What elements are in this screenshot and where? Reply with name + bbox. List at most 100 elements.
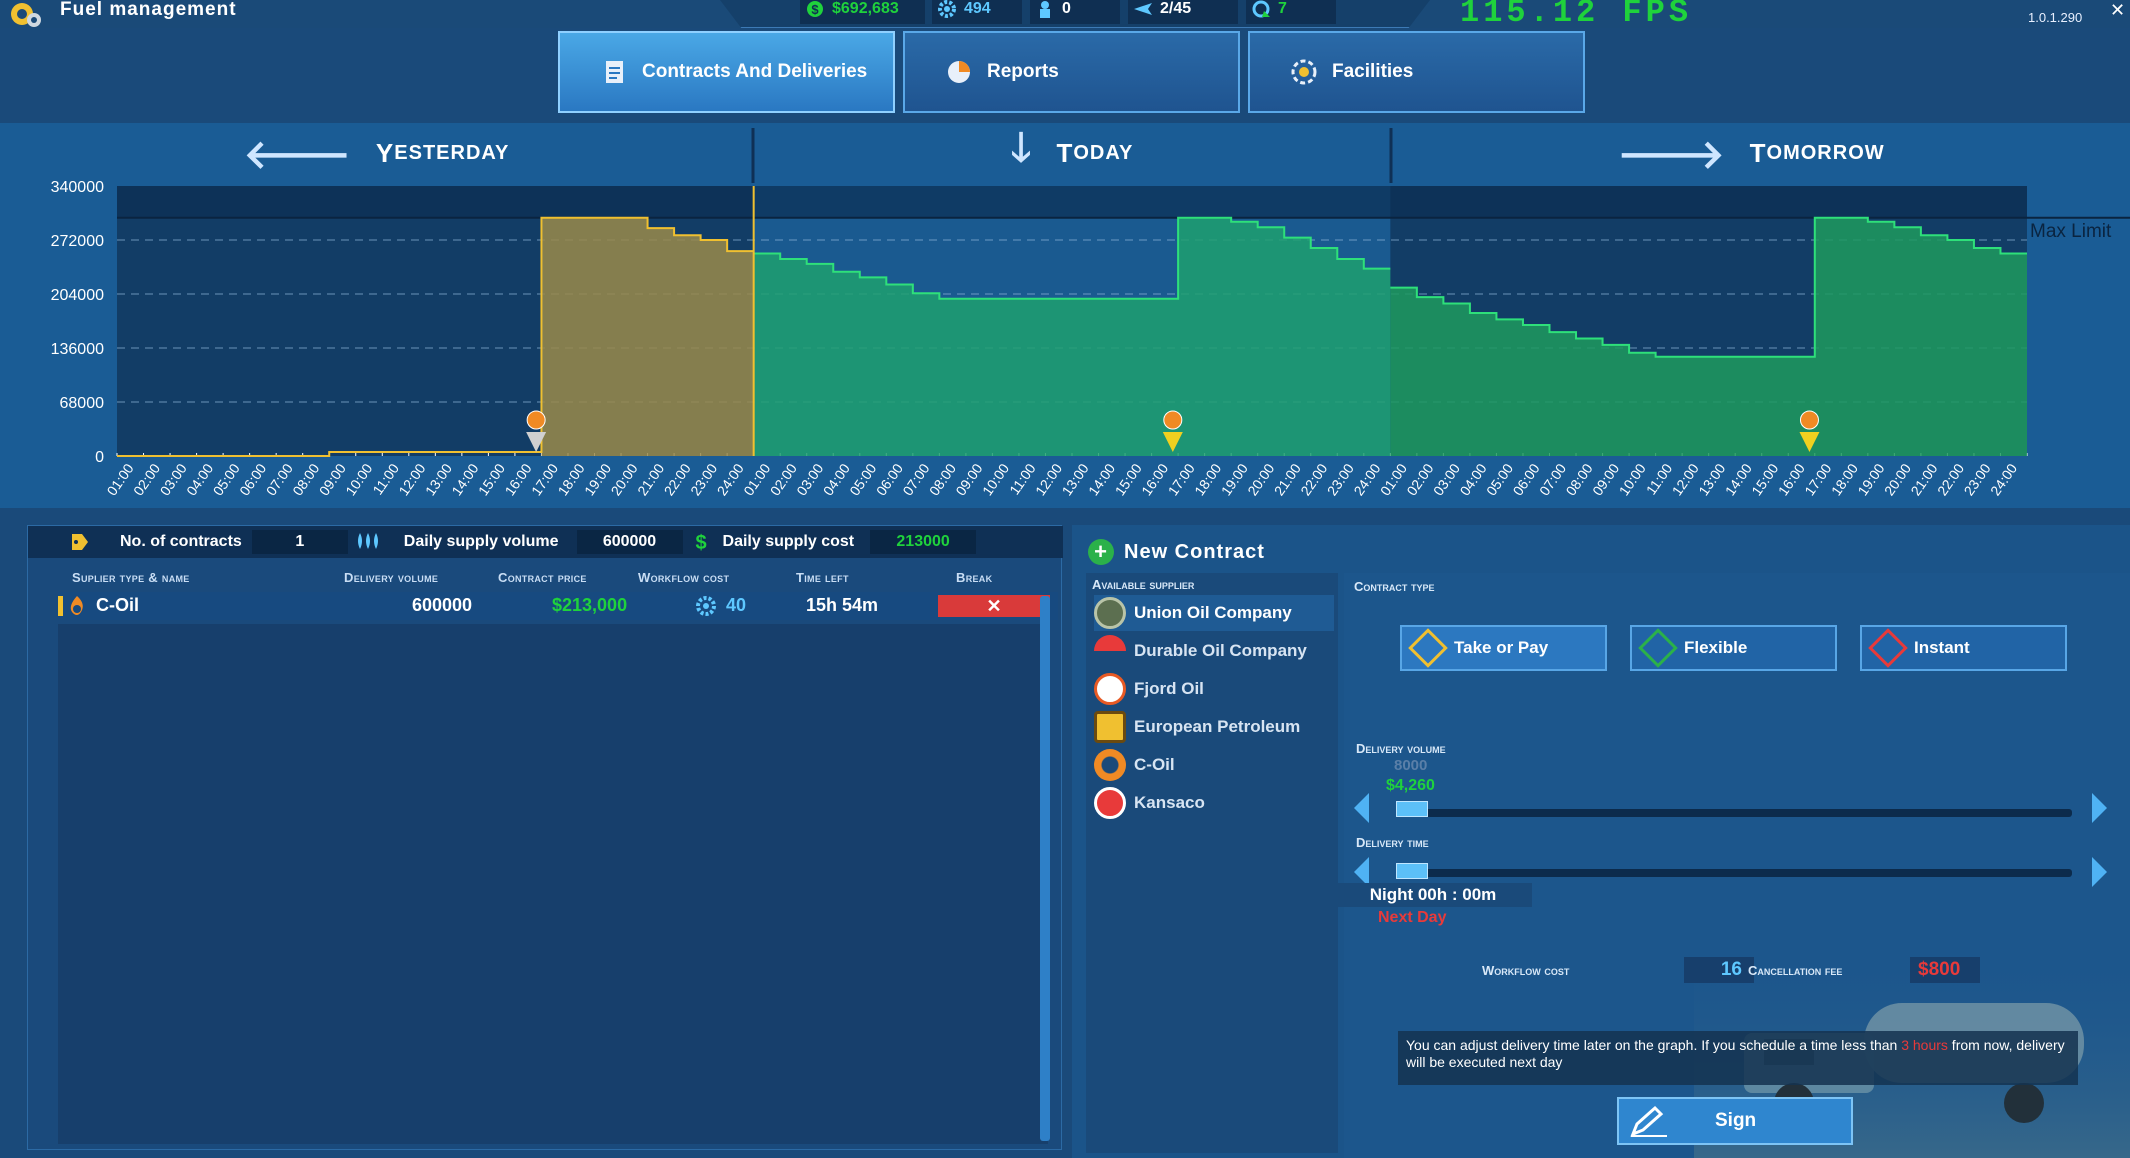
time-decrease-arrow[interactable] (1354, 857, 1369, 887)
day-rest: OMORROW (1766, 141, 1885, 164)
day-header-yesterday[interactable]: 🡐 Y ESTERDAY (0, 123, 753, 183)
day-header-tomorrow[interactable]: 🡒 T OMORROW (1391, 123, 2111, 183)
contract-type-take-or-pay[interactable]: Take or Pay (1400, 625, 1607, 671)
col-header-price[interactable]: Contract price (498, 570, 587, 585)
delivery-day-value: Next Day (1378, 909, 1447, 926)
col-header-time[interactable]: Time left (796, 570, 849, 585)
volume-slider-track[interactable] (1396, 809, 2072, 817)
x-tick-label: 04:00 (1456, 460, 1489, 498)
x-tick-label: 01:00 (740, 460, 773, 498)
x-tick-label: 12:00 (395, 460, 428, 498)
series-line-today (753, 216, 1391, 300)
x-tick-label: 09:00 (316, 460, 349, 498)
row-supplier-name: C-Oil (96, 595, 139, 615)
supplier-union-oil[interactable]: Union Oil Company (1094, 595, 1334, 631)
delivery-volume-label: Delivery volume (1356, 741, 1446, 756)
x-tick-label: 08:00 (289, 460, 322, 498)
contracts-count-label: No. of contracts (120, 533, 242, 550)
x-tick-label: 05:00 (846, 460, 879, 498)
volume-increase-arrow[interactable] (2092, 793, 2107, 823)
x-tick-label: 21:00 (634, 460, 667, 498)
staff-resource[interactable]: 0 (1030, 0, 1120, 24)
col-header-supplier[interactable]: Suplier type & name (72, 570, 190, 585)
chart-canvas[interactable]: Max Limit3400002720002040001360006800000… (0, 123, 2130, 508)
workflow-cost-label: Workflow cost (1482, 963, 1570, 978)
col-header-volume[interactable]: Delivery volume (344, 570, 439, 585)
x-tick-label: 03:00 (157, 460, 190, 498)
x-tick-label: 14:00 (1085, 460, 1118, 498)
supplier-durable-oil[interactable]: Durable Oil Company (1094, 633, 1334, 669)
x-tick-label: 20:00 (1881, 460, 1914, 498)
x-tick-label: 06:00 (873, 460, 906, 498)
fuel-chart[interactable]: Max Limit 340000 272000 204000 136000 68000 0 0… (0, 123, 2130, 508)
supplier-fjord-oil[interactable]: Fjord Oil (1094, 671, 1334, 707)
volume-decrease-arrow[interactable] (1354, 793, 1369, 823)
take-or-pay-icon (1408, 628, 1448, 668)
scrollbar[interactable] (1040, 596, 1050, 1141)
x-tick-label: 22:00 (1934, 460, 1967, 498)
volume-slider-thumb[interactable] (1396, 801, 1428, 817)
max-limit-label: Max Limit (2030, 221, 2112, 242)
x-tick-label: 15:00 (1112, 460, 1145, 498)
contract-config: Contract type Take or Pay Flexible Insta… (1334, 573, 2130, 1158)
down-arrow-icon: 🡓 (1010, 126, 1033, 170)
summary-bar: No. of contracts 1 Daily supply volume 6… (28, 526, 1063, 558)
contract-type-label: Contract type (1354, 579, 1435, 594)
money-value: $692,683 (832, 0, 899, 17)
x-tick-label: 02:00 (130, 460, 163, 498)
day-header-today[interactable]: 🡓 T ODAY (753, 123, 1391, 183)
supplier-european-petroleum[interactable]: European Petroleum (1094, 709, 1334, 745)
sign-button[interactable]: Sign (1617, 1097, 1853, 1145)
col-header-break[interactable]: Break (956, 570, 993, 585)
contract-type-instant[interactable]: Instant (1860, 625, 2067, 671)
durable-oil-logo (1094, 635, 1126, 667)
time-slider-thumb[interactable] (1396, 863, 1428, 879)
y-tick-label: 204000 (51, 287, 104, 304)
supplier-section-label: Available supplier (1092, 577, 1195, 592)
tab-facilities[interactable]: Facilities (1248, 31, 1585, 113)
contract-type-flexible[interactable]: Flexible (1630, 625, 1837, 671)
contract-type-text: Flexible (1684, 638, 1748, 657)
tab-reports[interactable]: Reports (903, 31, 1240, 113)
cancellation-fee-label: Cancellation fee (1748, 963, 1843, 978)
fuel-drop-icon (1163, 410, 1183, 430)
supplier-name: Union Oil Company (1134, 603, 1292, 622)
series-line-tomorrow (1390, 216, 2027, 358)
break-contract-button[interactable]: ✕ (938, 595, 1050, 617)
tab-label: Reports (987, 61, 1059, 82)
x-tick-label: 04:00 (820, 460, 853, 498)
x-tick-label: 21:00 (1907, 460, 1940, 498)
y-tick-label: 136000 (51, 341, 104, 358)
c-oil-icon (70, 596, 83, 615)
table-row[interactable]: C-Oil 600000 $213,000 40 15h 54m ✕ (58, 592, 1058, 620)
eco-resource[interactable]: 7 (1246, 0, 1336, 24)
x-tick-label: 07:00 (899, 460, 932, 498)
x-tick-label: 21:00 (1271, 460, 1304, 498)
flights-resource[interactable]: 2/45 (1128, 0, 1238, 24)
x-tick-label: 12:00 (1032, 460, 1065, 498)
workforce-resource[interactable]: 494 (932, 0, 1022, 24)
col-header-workflow[interactable]: Workflow cost (638, 570, 730, 585)
series-area-tomorrow (1390, 217, 2027, 456)
union-oil-logo (1094, 597, 1126, 629)
delivery-time-value: Night 00h : 00m (1334, 883, 1532, 907)
left-arrow-icon: 🡐 (243, 132, 352, 177)
supplier-kansaco[interactable]: Kansaco (1094, 785, 1334, 821)
time-increase-arrow[interactable] (2092, 857, 2107, 887)
money-resource[interactable]: $ $692,683 (800, 0, 925, 24)
x-tick-label: 03:00 (793, 460, 826, 498)
row-volume: 600000 (412, 595, 473, 615)
status-bar (58, 596, 63, 616)
fps-counter: 115.12 FPS (1460, 0, 1693, 31)
x-tick-label: 02:00 (767, 460, 800, 498)
supplier-c-oil[interactable]: C-Oil (1094, 747, 1334, 783)
daily-cost-value: 213000 (870, 530, 977, 554)
x-tick-label: 23:00 (1324, 460, 1357, 498)
close-icon[interactable]: ✕ (2110, 0, 2126, 20)
cancellation-fee-value: $800 (1910, 957, 1980, 983)
x-tick-label: 16:00 (1775, 460, 1808, 498)
tab-contracts-and-deliveries[interactable]: Contracts And Deliveries (558, 31, 895, 113)
supplier-name: European Petroleum (1134, 717, 1301, 736)
daily-volume-label: Daily supply volume (403, 533, 559, 550)
time-slider-track[interactable] (1396, 869, 2072, 877)
